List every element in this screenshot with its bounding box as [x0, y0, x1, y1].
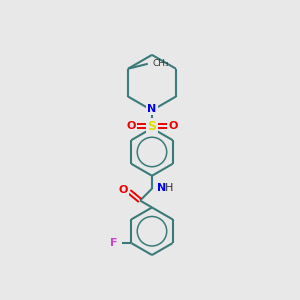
Text: O: O — [127, 121, 136, 131]
Text: H: H — [165, 183, 173, 193]
Text: F: F — [110, 238, 117, 248]
Text: O: O — [118, 184, 128, 195]
Text: N: N — [157, 183, 166, 193]
Text: N: N — [147, 104, 157, 114]
Text: O: O — [168, 121, 178, 131]
Text: S: S — [148, 120, 157, 133]
Text: CH₃: CH₃ — [153, 59, 169, 68]
